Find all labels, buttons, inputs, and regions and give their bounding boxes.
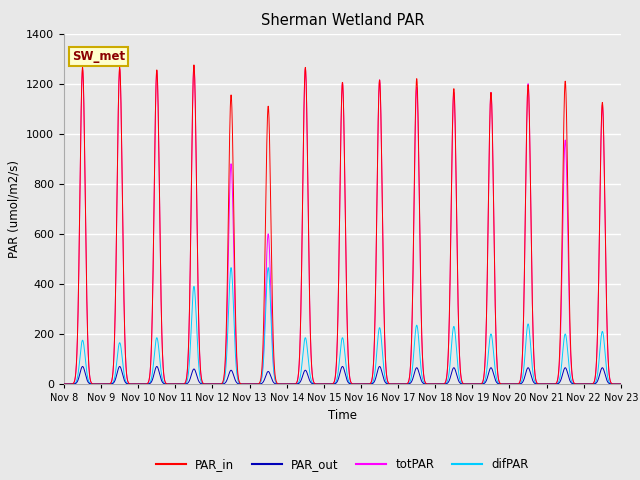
X-axis label: Time: Time — [328, 408, 357, 421]
Text: SW_met: SW_met — [72, 50, 125, 63]
Title: Sherman Wetland PAR: Sherman Wetland PAR — [260, 13, 424, 28]
Y-axis label: PAR (umol/m2/s): PAR (umol/m2/s) — [8, 160, 20, 258]
Legend: PAR_in, PAR_out, totPAR, difPAR: PAR_in, PAR_out, totPAR, difPAR — [152, 454, 533, 476]
